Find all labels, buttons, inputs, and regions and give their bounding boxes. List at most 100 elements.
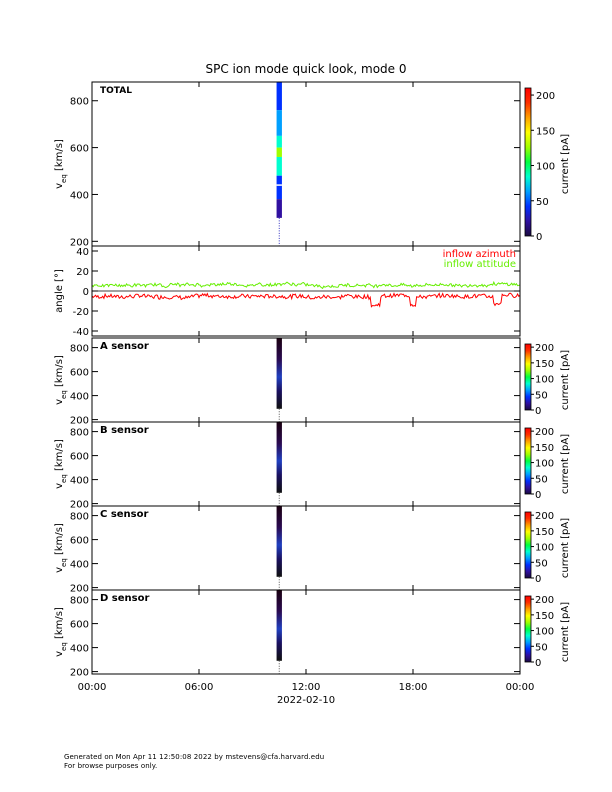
y-axis-label: veq [km/s] [54, 139, 68, 189]
colorbar-label: current [pA] [560, 518, 571, 578]
y-tick-label: 200 [70, 668, 89, 679]
y-tick-label: 800 [70, 596, 89, 607]
colorbar [524, 87, 532, 237]
panel-label: A sensor [100, 341, 149, 352]
y-tick-label: 200 [70, 500, 89, 511]
colorbar-tick-label: 150 [535, 359, 554, 370]
colorbar [524, 595, 532, 663]
colorbar-tick-label: 200 [535, 511, 554, 522]
y-tick-label: -20 [73, 307, 89, 318]
footer-note: For browse purposes only. [64, 762, 158, 770]
colorbar-label: current [pA] [560, 434, 571, 494]
x-tick-label: 00:00 [506, 682, 535, 693]
colorbar-tick-label: 100 [535, 543, 554, 554]
heat-strip [276, 422, 282, 493]
colorbar-tick-label: 100 [535, 375, 554, 386]
chart-title: SPC ion mode quick look, mode 0 [206, 62, 407, 76]
colorbar [524, 511, 532, 579]
y-tick-label: 600 [70, 536, 89, 547]
y-tick-label: 200 [70, 416, 89, 427]
y-tick-label: 600 [70, 144, 89, 155]
colorbar-tick-label: 50 [535, 558, 548, 569]
heat-cell [276, 156, 282, 176]
colorbar-tick-label: 200 [535, 343, 554, 354]
heat-strip [276, 506, 282, 577]
colorbar-tick-label: 0 [535, 574, 541, 585]
y-tick-label: 400 [70, 392, 89, 403]
y-tick-label: 600 [70, 452, 89, 463]
colorbar-tick-label: 50 [535, 642, 548, 653]
panel-label: TOTAL [100, 86, 132, 96]
legend-attitude: inflow attitude [444, 259, 516, 270]
y-tick-label: 40 [76, 247, 89, 258]
series-azimuth [91, 292, 521, 308]
y-tick-label: 200 [70, 584, 89, 595]
panel-frame [91, 421, 521, 507]
y-tick-label: 800 [70, 428, 89, 439]
y-tick-label: 400 [70, 560, 89, 571]
colorbar-label: current [pA] [560, 134, 571, 194]
colorbar-tick-label: 200 [535, 595, 554, 606]
y-tick-label: -40 [73, 327, 89, 338]
y-axis-label: veq [km/s] [54, 355, 68, 405]
y-tick-label: 20 [76, 267, 89, 278]
y-axis-label: veq [km/s] [54, 523, 68, 573]
x-tick-label: 18:00 [399, 682, 428, 693]
x-tick-label: 00:00 [78, 682, 107, 693]
colorbar-tick-label: 100 [535, 459, 554, 470]
footer-generated: Generated on Mon Apr 11 12:50:08 2022 by… [64, 753, 325, 761]
colorbar [524, 427, 532, 495]
y-tick-label: 800 [70, 97, 89, 108]
panel-frame [91, 589, 521, 675]
colorbar-tick-label: 150 [536, 126, 555, 137]
panel-total: 200 400 600 800 TOTAL veq [km/s] 0 50 100 150 200 c… [54, 81, 571, 248]
y-axis-label: veq [km/s] [54, 607, 68, 657]
y-axis-label: angle [°] [54, 269, 65, 313]
colorbar-tick-label: 0 [535, 406, 541, 417]
colorbar-tick-label: 200 [536, 91, 555, 102]
y-tick-label: 400 [70, 190, 89, 201]
colorbar-tick-label: 50 [535, 390, 548, 401]
colorbar-tick-label: 0 [535, 658, 541, 669]
heat-cell [276, 175, 282, 200]
y-tick-label: 600 [70, 368, 89, 379]
panel-frame [91, 505, 521, 591]
colorbar-label: current [pA] [560, 350, 571, 410]
y-tick-label: 600 [70, 620, 89, 631]
panel-label: D sensor [100, 593, 149, 604]
colorbar-tick-label: 100 [535, 627, 554, 638]
colorbar-tick-label: 50 [536, 197, 549, 208]
y-tick-label: 400 [70, 644, 89, 655]
y-tick-label: 200 [70, 237, 89, 248]
panel-a: 200 400 600 800 A sensor veq [km/s] 0 50 100 150 2… [54, 337, 571, 427]
panel-label: B sensor [100, 425, 149, 436]
y-tick-label: 800 [70, 344, 89, 355]
colorbar-tick-label: 0 [536, 232, 542, 243]
panel-b: 200 400 600 800 B sensor veq [km/s] 0 50 100 150 2… [54, 421, 571, 511]
colorbar-tick-label: 200 [535, 427, 554, 438]
colorbar-tick-label: 150 [535, 443, 554, 454]
colorbar-label: current [pA] [560, 602, 571, 662]
heat-strip [276, 590, 282, 661]
heat-strip [276, 338, 282, 409]
heat-cell [276, 199, 282, 218]
heat-cell [276, 147, 282, 157]
colorbar-tick-label: 150 [535, 527, 554, 538]
panel-d: 200 400 600 800 D sensor veq [km/s] 0 50 100 150 2… [54, 589, 571, 679]
heat-cell [276, 82, 282, 111]
colorbar [524, 343, 532, 411]
panel-c: 200 400 600 800 C sensor veq [km/s] 0 50 100 150 2… [54, 505, 571, 595]
x-tick-label: 12:00 [292, 682, 321, 693]
y-tick-label: 400 [70, 476, 89, 487]
y-axis-label: veq [km/s] [54, 439, 68, 489]
y-tick-label: 800 [70, 512, 89, 523]
colorbar-tick-label: 150 [535, 611, 554, 622]
heat-cell [276, 135, 282, 148]
x-date-label: 2022-02-10 [277, 695, 335, 706]
x-tick-label: 06:00 [185, 682, 214, 693]
colorbar-tick-label: 50 [535, 474, 548, 485]
panel-frame [91, 337, 521, 423]
legend-azimuth: inflow azimuth [443, 249, 516, 260]
